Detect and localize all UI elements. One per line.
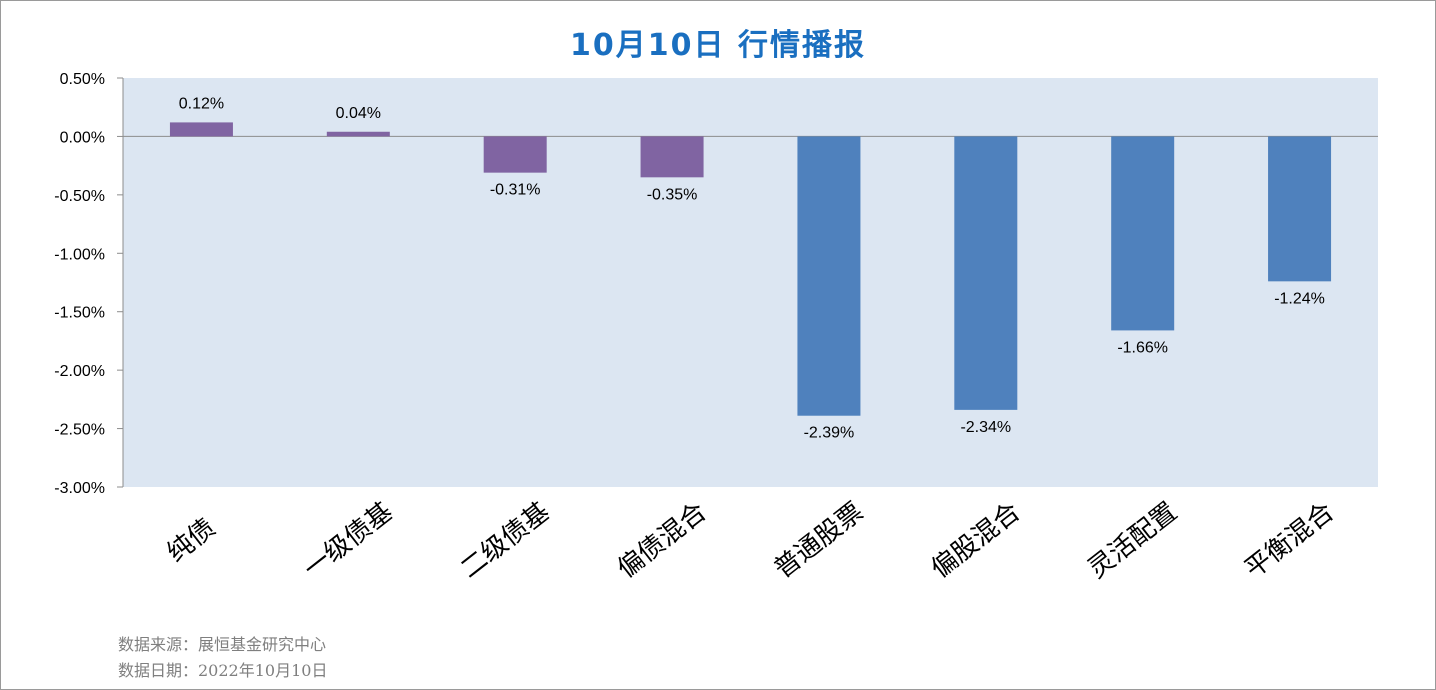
y-tick-label: -2.50%	[54, 422, 105, 439]
y-tick-label: -1.00%	[54, 246, 105, 263]
bar-7	[1111, 136, 1175, 331]
category-label: 灵活配置	[1083, 497, 1183, 585]
y-tick-label: -0.50%	[54, 188, 105, 205]
category-label: 平衡混合	[1239, 497, 1339, 585]
category-label: 偏债混合	[612, 497, 712, 585]
category-label: 一级债基	[298, 497, 398, 585]
data-label: 0.12%	[179, 95, 224, 112]
chart-title: 10月10日 行情播报	[570, 28, 866, 63]
data-source-note: 数据来源：展恒基金研究中心	[118, 635, 327, 654]
bar-2	[326, 131, 390, 137]
data-date-note: 数据日期：2022年10月10日	[118, 661, 328, 680]
data-label: 0.04%	[336, 105, 381, 122]
bar-1	[169, 122, 233, 137]
bar-5	[797, 136, 861, 416]
bar-6	[954, 136, 1018, 410]
y-tick-label: 0.50%	[60, 71, 105, 88]
data-label: -2.39%	[804, 425, 855, 442]
plot-area	[123, 78, 1378, 487]
data-label: -2.34%	[960, 419, 1011, 436]
data-label: -1.66%	[1117, 339, 1168, 356]
y-tick-label: -2.00%	[54, 363, 105, 380]
bar-4	[640, 136, 704, 178]
bar-3	[483, 136, 547, 173]
y-tick-label: 0.00%	[60, 129, 105, 146]
data-label: -0.31%	[490, 182, 541, 199]
category-label: 二级债基	[455, 497, 555, 585]
data-label: -1.24%	[1274, 290, 1325, 307]
bar-8	[1268, 136, 1332, 282]
category-label: 偏股混合	[926, 497, 1026, 585]
category-label: 纯债	[162, 513, 221, 569]
y-tick-label: -1.50%	[54, 305, 105, 322]
data-label: -0.35%	[647, 186, 698, 203]
category-label: 普通股票	[769, 497, 869, 585]
y-tick-label: -3.00%	[54, 480, 105, 497]
